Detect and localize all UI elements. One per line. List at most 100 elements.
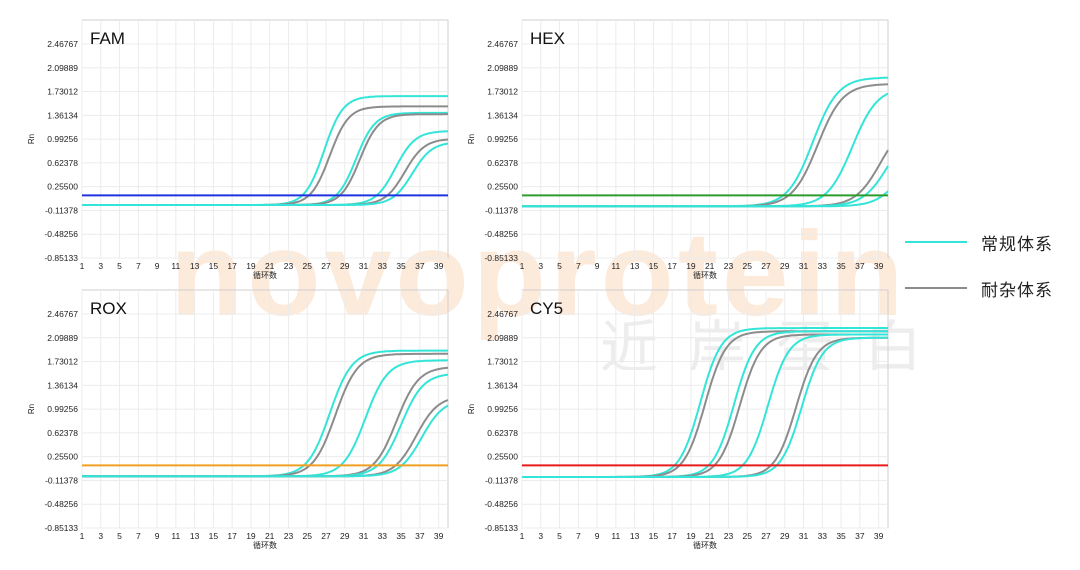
x-tick-label: 39 bbox=[434, 261, 444, 271]
x-tick-label: 23 bbox=[724, 261, 734, 271]
amplification-curve bbox=[522, 83, 889, 208]
amplification-curve bbox=[82, 130, 449, 206]
x-tick-label: 35 bbox=[836, 261, 846, 271]
x-tick-label: 31 bbox=[359, 261, 369, 271]
y-tick-label: 0.62378 bbox=[487, 428, 518, 438]
legend-swatch-inhibitor-tolerant bbox=[905, 287, 967, 289]
x-tick-label: 1 bbox=[520, 261, 525, 271]
y-tick-label: 2.46767 bbox=[47, 309, 78, 319]
x-tick-label: 3 bbox=[98, 531, 103, 541]
x-tick-label: 25 bbox=[742, 261, 752, 271]
x-tick-label: 33 bbox=[818, 531, 828, 541]
y-tick-label: 1.36134 bbox=[47, 380, 78, 390]
x-tick-label: 21 bbox=[705, 531, 715, 541]
y-tick-label: 0.99256 bbox=[47, 404, 78, 414]
x-tick-label: 7 bbox=[576, 531, 581, 541]
x-tick-label: 11 bbox=[171, 531, 180, 541]
x-tick-label: 31 bbox=[799, 531, 809, 541]
x-tick-label: 3 bbox=[538, 531, 543, 541]
amplification-curve bbox=[82, 113, 448, 206]
y-tick-label: -0.85133 bbox=[44, 523, 78, 533]
y-tick-label: -0.48256 bbox=[44, 499, 78, 509]
x-tick-label: 29 bbox=[780, 531, 790, 541]
x-tick-label: 19 bbox=[686, 531, 696, 541]
amplification-curve bbox=[522, 336, 889, 478]
y-tick-label: 2.46767 bbox=[487, 39, 518, 49]
x-axis-label: 循环数 bbox=[693, 540, 717, 550]
hex-amplification-chart: 1 3 5 7 9 11 13 15 17 19 21 23 25 27 29 31 33 35 37 39-0.85… bbox=[467, 19, 889, 280]
y-tick-label: 1.73012 bbox=[47, 357, 78, 367]
y-axis-label: Rn bbox=[467, 404, 476, 414]
chart-title: FAM bbox=[90, 29, 125, 48]
y-tick-label: 2.46767 bbox=[487, 309, 518, 319]
amplification-curve bbox=[82, 142, 449, 206]
x-tick-label: 13 bbox=[630, 531, 640, 541]
x-tick-label: 35 bbox=[396, 261, 406, 271]
x-tick-label: 1 bbox=[520, 531, 525, 541]
y-tick-label: -0.48256 bbox=[484, 499, 518, 509]
x-tick-label: 27 bbox=[321, 531, 331, 541]
x-tick-label: 19 bbox=[246, 261, 256, 271]
x-tick-label: 1 bbox=[80, 261, 85, 271]
x-tick-label: 5 bbox=[117, 531, 122, 541]
x-tick-label: 15 bbox=[209, 261, 219, 271]
x-tick-label: 7 bbox=[576, 261, 581, 271]
amplification-curve bbox=[82, 352, 448, 478]
legend-item-inhibitor-tolerant: 耐杂体系 bbox=[905, 273, 1053, 303]
y-axis-label: Rn bbox=[27, 404, 36, 414]
y-tick-label: 0.99256 bbox=[487, 404, 518, 414]
x-tick-label: 13 bbox=[190, 531, 200, 541]
y-tick-label: 0.25500 bbox=[487, 452, 518, 462]
x-tick-label: 35 bbox=[836, 531, 846, 541]
x-tick-label: 37 bbox=[415, 261, 425, 271]
x-tick-label: 21 bbox=[265, 531, 275, 541]
x-tick-label: 17 bbox=[667, 531, 677, 541]
y-tick-label: 1.73012 bbox=[47, 87, 78, 97]
x-tick-label: 13 bbox=[190, 261, 200, 271]
amplification-curve bbox=[522, 149, 889, 208]
x-tick-label: 13 bbox=[630, 261, 640, 271]
y-tick-label: -0.85133 bbox=[484, 523, 518, 533]
amplification-curve bbox=[82, 404, 449, 478]
amplification-curve bbox=[82, 373, 449, 478]
x-tick-label: 23 bbox=[284, 531, 294, 541]
cy5-amplification-chart: 1 3 5 7 9 11 13 15 17 19 21 23 25 27 29 31 33 35 37 39-0.85… bbox=[467, 289, 889, 550]
y-tick-label: 0.62378 bbox=[487, 158, 518, 168]
y-tick-label: -0.85133 bbox=[484, 253, 518, 263]
x-tick-label: 37 bbox=[415, 531, 425, 541]
y-tick-label: 2.09889 bbox=[487, 63, 518, 73]
x-tick-label: 37 bbox=[855, 531, 865, 541]
y-tick-label: 1.36134 bbox=[487, 110, 518, 120]
amplification-curve bbox=[82, 359, 449, 478]
y-tick-label: 0.25500 bbox=[47, 452, 78, 462]
y-tick-label: 0.25500 bbox=[487, 182, 518, 192]
y-tick-label: 1.73012 bbox=[487, 87, 518, 97]
x-tick-label: 17 bbox=[227, 261, 237, 271]
chart-title: ROX bbox=[90, 299, 127, 318]
y-tick-label: 0.99256 bbox=[47, 134, 78, 144]
x-tick-label: 15 bbox=[649, 531, 659, 541]
x-tick-label: 9 bbox=[595, 531, 600, 541]
y-tick-label: 1.73012 bbox=[487, 357, 518, 367]
y-tick-label: 1.36134 bbox=[487, 380, 518, 390]
chart-title: HEX bbox=[530, 29, 565, 48]
x-tick-label: 3 bbox=[538, 261, 543, 271]
y-tick-label: -0.11378 bbox=[45, 475, 78, 485]
x-tick-label: 39 bbox=[874, 531, 884, 541]
legend-label-conventional: 常规体系 bbox=[981, 234, 1053, 255]
x-tick-label: 9 bbox=[155, 261, 160, 271]
chart-title: CY5 bbox=[530, 299, 563, 318]
y-axis-label: Rn bbox=[27, 134, 36, 144]
x-tick-label: 15 bbox=[649, 261, 659, 271]
x-tick-label: 17 bbox=[667, 261, 677, 271]
y-tick-label: 0.99256 bbox=[487, 134, 518, 144]
y-tick-label: 0.62378 bbox=[47, 158, 78, 168]
x-tick-label: 39 bbox=[874, 261, 884, 271]
y-tick-label: -0.48256 bbox=[44, 229, 78, 239]
amplification-curve bbox=[522, 190, 889, 208]
x-tick-label: 17 bbox=[227, 531, 237, 541]
x-tick-label: 5 bbox=[117, 261, 122, 271]
x-tick-label: 7 bbox=[136, 531, 141, 541]
x-tick-label: 25 bbox=[302, 261, 312, 271]
x-tick-label: 21 bbox=[705, 261, 715, 271]
